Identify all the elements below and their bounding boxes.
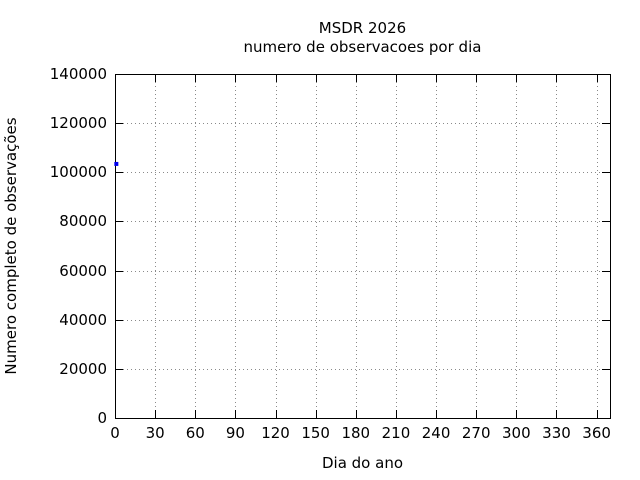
x-tick-label: 60 bbox=[185, 424, 205, 442]
y-tick-label: 20000 bbox=[59, 359, 107, 378]
data-point bbox=[114, 161, 119, 166]
y-tick-label: 40000 bbox=[59, 310, 107, 329]
y-tick-label: 100000 bbox=[49, 163, 107, 182]
chart-title-block: MSDR 2026 numero de observacoes por dia bbox=[115, 19, 610, 57]
x-tick-label: 360 bbox=[582, 424, 611, 442]
x-tick-label: 270 bbox=[461, 424, 491, 442]
y-tick-label: 0 bbox=[97, 409, 107, 427]
x-tick-label: 90 bbox=[225, 424, 245, 442]
x-tick-label: 180 bbox=[341, 424, 371, 442]
x-tick-label: 240 bbox=[421, 424, 451, 442]
x-tick-label: 30 bbox=[145, 424, 165, 442]
chart-title: MSDR 2026 bbox=[318, 19, 407, 37]
tick-marks bbox=[115, 74, 610, 419]
plot-border bbox=[115, 74, 611, 419]
x-tick-label: 330 bbox=[542, 424, 571, 442]
y-tick-label: 140000 bbox=[49, 65, 107, 83]
y-tick-label: 120000 bbox=[49, 114, 107, 133]
y-tick-label: 60000 bbox=[59, 261, 107, 280]
x-axis-label: Dia do ano bbox=[321, 454, 404, 472]
x-tick-label: 150 bbox=[301, 424, 330, 442]
x-tick-label: 120 bbox=[261, 424, 290, 442]
y-tick-label: 80000 bbox=[59, 212, 107, 231]
x-tick-label: 210 bbox=[381, 424, 411, 442]
x-tick-label: 0 bbox=[110, 424, 120, 442]
x-tick-label: 300 bbox=[502, 424, 531, 442]
chart-subtitle: numero de observacoes por dia bbox=[243, 38, 482, 56]
grid-lines bbox=[115, 74, 610, 418]
